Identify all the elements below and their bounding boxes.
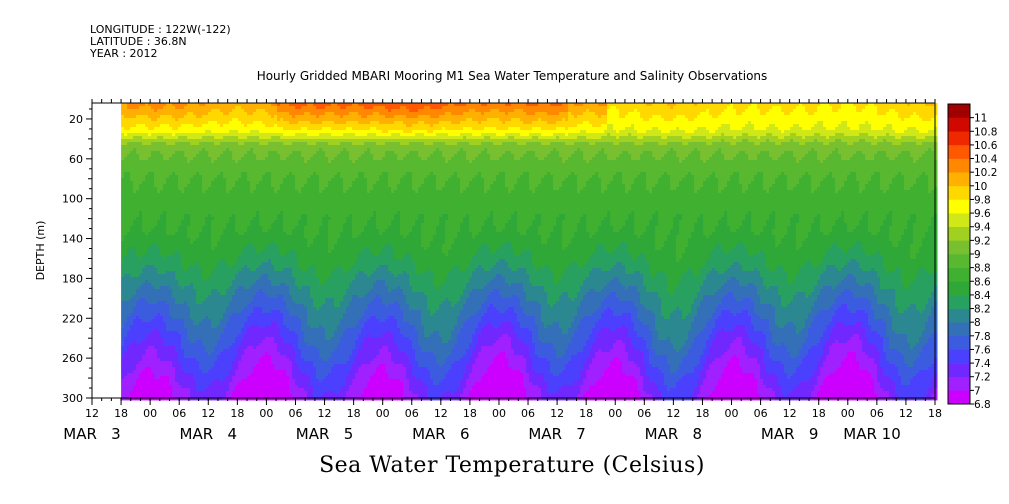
x-date-label: MAR 7 bbox=[528, 425, 585, 443]
x-tick-label: 18 bbox=[695, 407, 709, 420]
x-tick-label: 18 bbox=[347, 407, 361, 420]
colorbar-label: 9.2 bbox=[974, 235, 991, 247]
colorbar-label: 7.4 bbox=[974, 358, 991, 370]
colorbar-swatch bbox=[948, 281, 970, 295]
x-date-label: MAR 6 bbox=[412, 425, 469, 443]
colorbar-swatch bbox=[948, 213, 970, 227]
colorbar-label: 8.4 bbox=[974, 290, 991, 302]
x-tick-label: 12 bbox=[318, 407, 332, 420]
x-tick-label: 00 bbox=[725, 407, 739, 420]
colorbar-swatch bbox=[948, 199, 970, 213]
x-tick-label: 06 bbox=[637, 407, 651, 420]
x-tick-label: 06 bbox=[288, 407, 302, 420]
colorbar-swatch bbox=[948, 240, 970, 254]
y-tick-label: 60 bbox=[69, 153, 83, 166]
colorbar-swatch bbox=[948, 336, 970, 350]
heatmap-field bbox=[121, 103, 937, 400]
x-date-label: MAR 9 bbox=[761, 425, 818, 443]
x-tick-label: 00 bbox=[143, 407, 157, 420]
x-tick-label: 06 bbox=[405, 407, 419, 420]
colorbar-label: 10 bbox=[974, 181, 987, 193]
y-tick-label: 140 bbox=[62, 233, 83, 246]
x-tick-label: 00 bbox=[492, 407, 506, 420]
colorbar-label: 10.6 bbox=[974, 140, 998, 152]
x-tick-label: 18 bbox=[463, 407, 477, 420]
colorbar-label: 7 bbox=[974, 385, 981, 397]
x-tick-label: 18 bbox=[928, 407, 942, 420]
colorbar-label: 10.4 bbox=[974, 154, 998, 166]
colorbar-swatch bbox=[948, 186, 970, 200]
colorbar-label: 8.2 bbox=[974, 304, 991, 316]
colorbar-swatch bbox=[948, 131, 970, 145]
colorbar-label: 9.6 bbox=[974, 208, 991, 220]
colorbar-swatch bbox=[948, 104, 970, 118]
colorbar-label: 9.8 bbox=[974, 194, 991, 206]
colorbar-label: 8 bbox=[974, 317, 981, 329]
x-date-label: MAR 4 bbox=[180, 425, 237, 443]
colorbar-label: 10.8 bbox=[974, 126, 997, 138]
colorbar-swatch bbox=[948, 390, 970, 404]
colorbar-label: 7.8 bbox=[974, 331, 991, 343]
colorbar-label: 8.6 bbox=[974, 276, 991, 288]
x-tick-label: 12 bbox=[85, 407, 99, 420]
x-tick-label: 00 bbox=[608, 407, 622, 420]
x-tick-label: 00 bbox=[259, 407, 273, 420]
colorbar-swatch bbox=[948, 227, 970, 241]
colorbar-label: 7.6 bbox=[974, 344, 991, 356]
colorbar-label: 11 bbox=[974, 113, 987, 125]
x-date-label: MAR 5 bbox=[296, 425, 353, 443]
x-tick-label: 18 bbox=[114, 407, 128, 420]
x-tick-label: 12 bbox=[666, 407, 680, 420]
x-tick-label: 12 bbox=[783, 407, 797, 420]
colorbar-swatch bbox=[948, 349, 970, 363]
x-tick-label: 18 bbox=[812, 407, 826, 420]
colorbar-swatch bbox=[948, 145, 970, 159]
colorbar-swatch bbox=[948, 159, 970, 173]
x-tick-label: 12 bbox=[201, 407, 215, 420]
colorbar-label: 10.2 bbox=[974, 167, 997, 179]
colorbar-swatch bbox=[948, 254, 970, 268]
colorbar-swatch bbox=[948, 322, 970, 336]
colorbar-swatch bbox=[948, 295, 970, 309]
x-tick-label: 18 bbox=[579, 407, 593, 420]
colorbar-label: 9.4 bbox=[974, 222, 991, 234]
x-date-label: MAR 10 bbox=[843, 425, 900, 443]
colorbar-swatch bbox=[948, 118, 970, 132]
y-axis-label: DEPTH (m) bbox=[34, 221, 47, 281]
y-tick-label: 20 bbox=[69, 113, 83, 126]
x-date-label: MAR 3 bbox=[63, 425, 120, 443]
y-tick-label: 180 bbox=[62, 272, 83, 285]
x-tick-label: 06 bbox=[172, 407, 186, 420]
colorbar-swatch bbox=[948, 309, 970, 323]
x-tick-label: 00 bbox=[841, 407, 855, 420]
x-tick-label: 06 bbox=[521, 407, 535, 420]
x-tick-label: 12 bbox=[550, 407, 564, 420]
colorbar-label: 8.8 bbox=[974, 263, 991, 275]
colorbar-swatch bbox=[948, 268, 970, 282]
y-tick-label: 300 bbox=[62, 392, 83, 405]
x-tick-label: 06 bbox=[754, 407, 768, 420]
x-tick-label: 12 bbox=[899, 407, 913, 420]
colorbar-swatch bbox=[948, 172, 970, 186]
colorbar-label: 6.8 bbox=[974, 399, 991, 411]
y-tick-label: 260 bbox=[62, 352, 83, 365]
x-date-label: MAR 8 bbox=[645, 425, 702, 443]
x-tick-label: 18 bbox=[230, 407, 244, 420]
colorbar-label: 9 bbox=[974, 249, 981, 261]
y-tick-label: 100 bbox=[62, 193, 83, 206]
x-tick-label: 12 bbox=[434, 407, 448, 420]
colorbar-swatch bbox=[948, 363, 970, 377]
x-axis-label: Sea Water Temperature (Celsius) bbox=[0, 453, 1009, 478]
colorbar-label: 7.2 bbox=[974, 372, 991, 384]
colorbar-swatch bbox=[948, 377, 970, 391]
x-tick-label: 00 bbox=[376, 407, 390, 420]
y-tick-label: 220 bbox=[62, 312, 83, 325]
x-tick-label: 06 bbox=[870, 407, 884, 420]
